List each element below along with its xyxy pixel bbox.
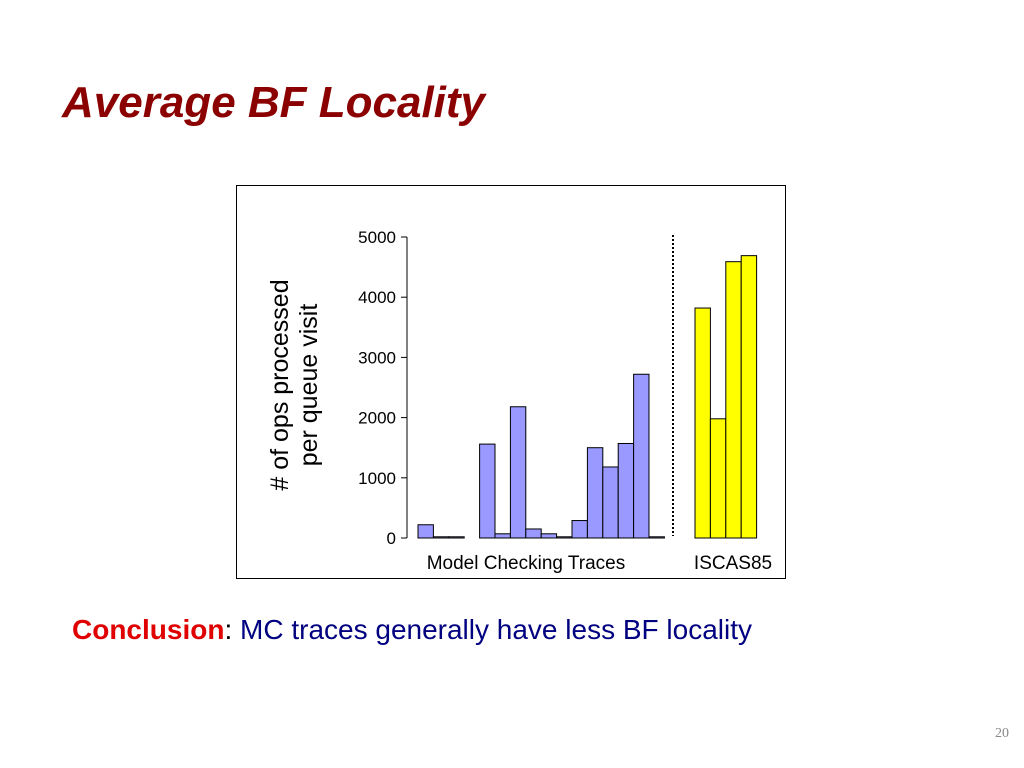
conclusion: Conclusion: MC traces generally have les… bbox=[72, 614, 752, 646]
category-label: Model Checking Traces bbox=[427, 553, 626, 574]
bar bbox=[709, 418, 727, 539]
bar bbox=[479, 443, 496, 539]
conclusion-colon: : bbox=[224, 614, 233, 645]
bar bbox=[432, 536, 450, 539]
bar bbox=[448, 536, 465, 539]
bar bbox=[540, 533, 558, 539]
y-tick-label: 2000 bbox=[358, 409, 396, 428]
page-number: 20 bbox=[995, 726, 1009, 741]
y-tick-label: 5000 bbox=[358, 228, 396, 247]
y-tick-label: 0 bbox=[387, 529, 396, 548]
category-label: ISCAS85 bbox=[694, 553, 772, 574]
bar bbox=[694, 307, 711, 539]
bar bbox=[725, 261, 742, 539]
bar bbox=[556, 536, 573, 539]
slide-title: Average BF Locality bbox=[62, 78, 486, 127]
bar bbox=[633, 373, 650, 539]
bar bbox=[494, 533, 511, 539]
bar bbox=[602, 466, 619, 539]
y-axis-label-line: # of ops processed bbox=[266, 279, 294, 490]
bar bbox=[525, 528, 542, 539]
y-tick-label: 3000 bbox=[358, 348, 396, 367]
y-axis-label: # of ops processedper queue visit bbox=[266, 279, 323, 490]
bar bbox=[617, 442, 635, 539]
bar-chart: 0 1000 2000 3000 4000 5000 # of ops processedp… bbox=[266, 228, 772, 574]
bar bbox=[417, 524, 434, 539]
y-axis-label-line: per queue visit bbox=[295, 304, 323, 467]
bar bbox=[571, 520, 588, 539]
bar bbox=[648, 536, 665, 539]
bar bbox=[509, 406, 527, 539]
conclusion-text: MC traces generally have less BF localit… bbox=[240, 614, 752, 645]
conclusion-label: Conclusion bbox=[72, 614, 225, 645]
bar bbox=[740, 255, 758, 539]
y-tick-label: 1000 bbox=[358, 469, 396, 488]
bar bbox=[586, 447, 604, 539]
y-tick-label: 4000 bbox=[358, 288, 396, 307]
